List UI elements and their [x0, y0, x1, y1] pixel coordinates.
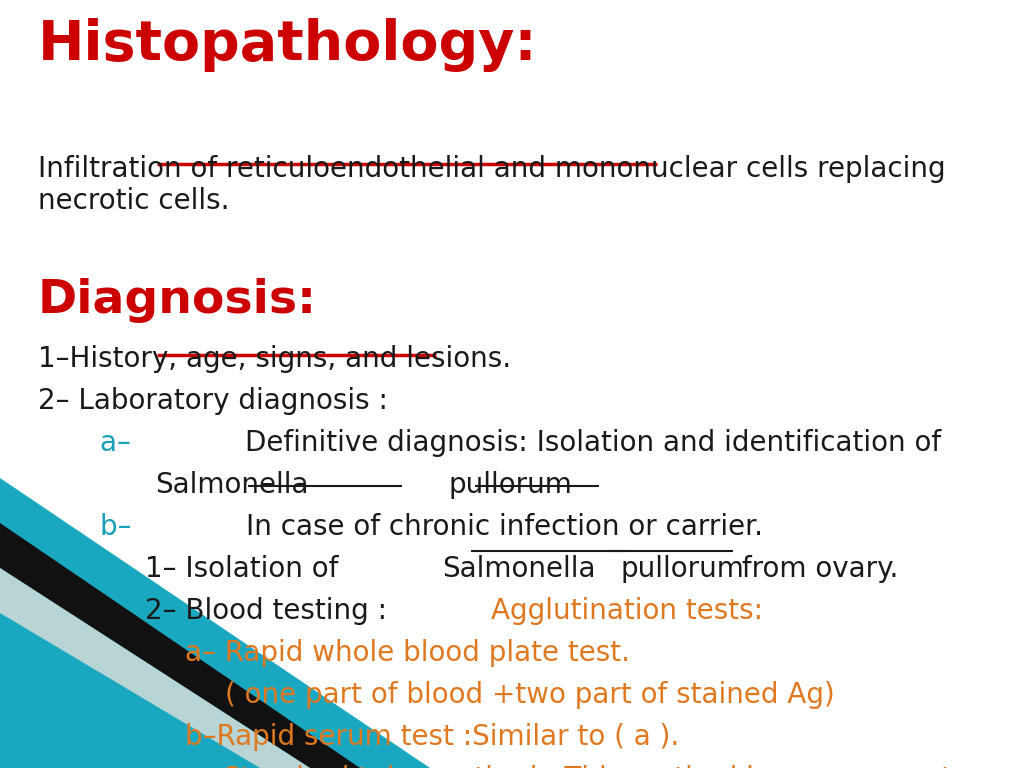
Text: pullorum: pullorum	[449, 471, 572, 499]
Polygon shape	[0, 523, 360, 768]
Text: c– Standard tube method : This method is very accurate.: c– Standard tube method : This method is…	[185, 765, 978, 768]
Text: b–: b–	[100, 513, 140, 541]
Text: b–Rapid serum test :Similar to ( a ).: b–Rapid serum test :Similar to ( a ).	[185, 723, 679, 751]
Text: a–: a–	[100, 429, 139, 457]
Text: from ovary.: from ovary.	[733, 555, 898, 583]
Text: Infiltration of reticuloendothelial and mononuclear cells replacing
necrotic cel: Infiltration of reticuloendothelial and …	[38, 155, 945, 215]
Polygon shape	[0, 568, 310, 768]
Text: In case of chronic infection or carrier.: In case of chronic infection or carrier.	[246, 513, 763, 541]
Text: Diagnosis:: Diagnosis:	[38, 278, 317, 323]
Text: a– Rapid whole blood plate test.: a– Rapid whole blood plate test.	[185, 639, 630, 667]
Text: 1–History, age, signs, and lesions.: 1–History, age, signs, and lesions.	[38, 345, 511, 373]
Text: 2– Blood testing :: 2– Blood testing :	[145, 597, 396, 625]
Text: Definitive diagnosis: Isolation and identification of: Definitive diagnosis: Isolation and iden…	[246, 429, 941, 457]
Text: Histopathology:: Histopathology:	[38, 18, 538, 72]
Polygon shape	[0, 478, 430, 768]
Text: pullorum: pullorum	[621, 555, 744, 583]
Text: Agglutination tests:: Agglutination tests:	[492, 597, 763, 625]
Text: ( one part of blood +two part of stained Ag): ( one part of blood +two part of stained…	[225, 681, 835, 709]
Text: 1– Isolation of: 1– Isolation of	[145, 555, 347, 583]
Text: Salmonella: Salmonella	[442, 555, 596, 583]
Text: Salmonella: Salmonella	[155, 471, 308, 499]
Text: 2– Laboratory diagnosis :: 2– Laboratory diagnosis :	[38, 387, 388, 415]
